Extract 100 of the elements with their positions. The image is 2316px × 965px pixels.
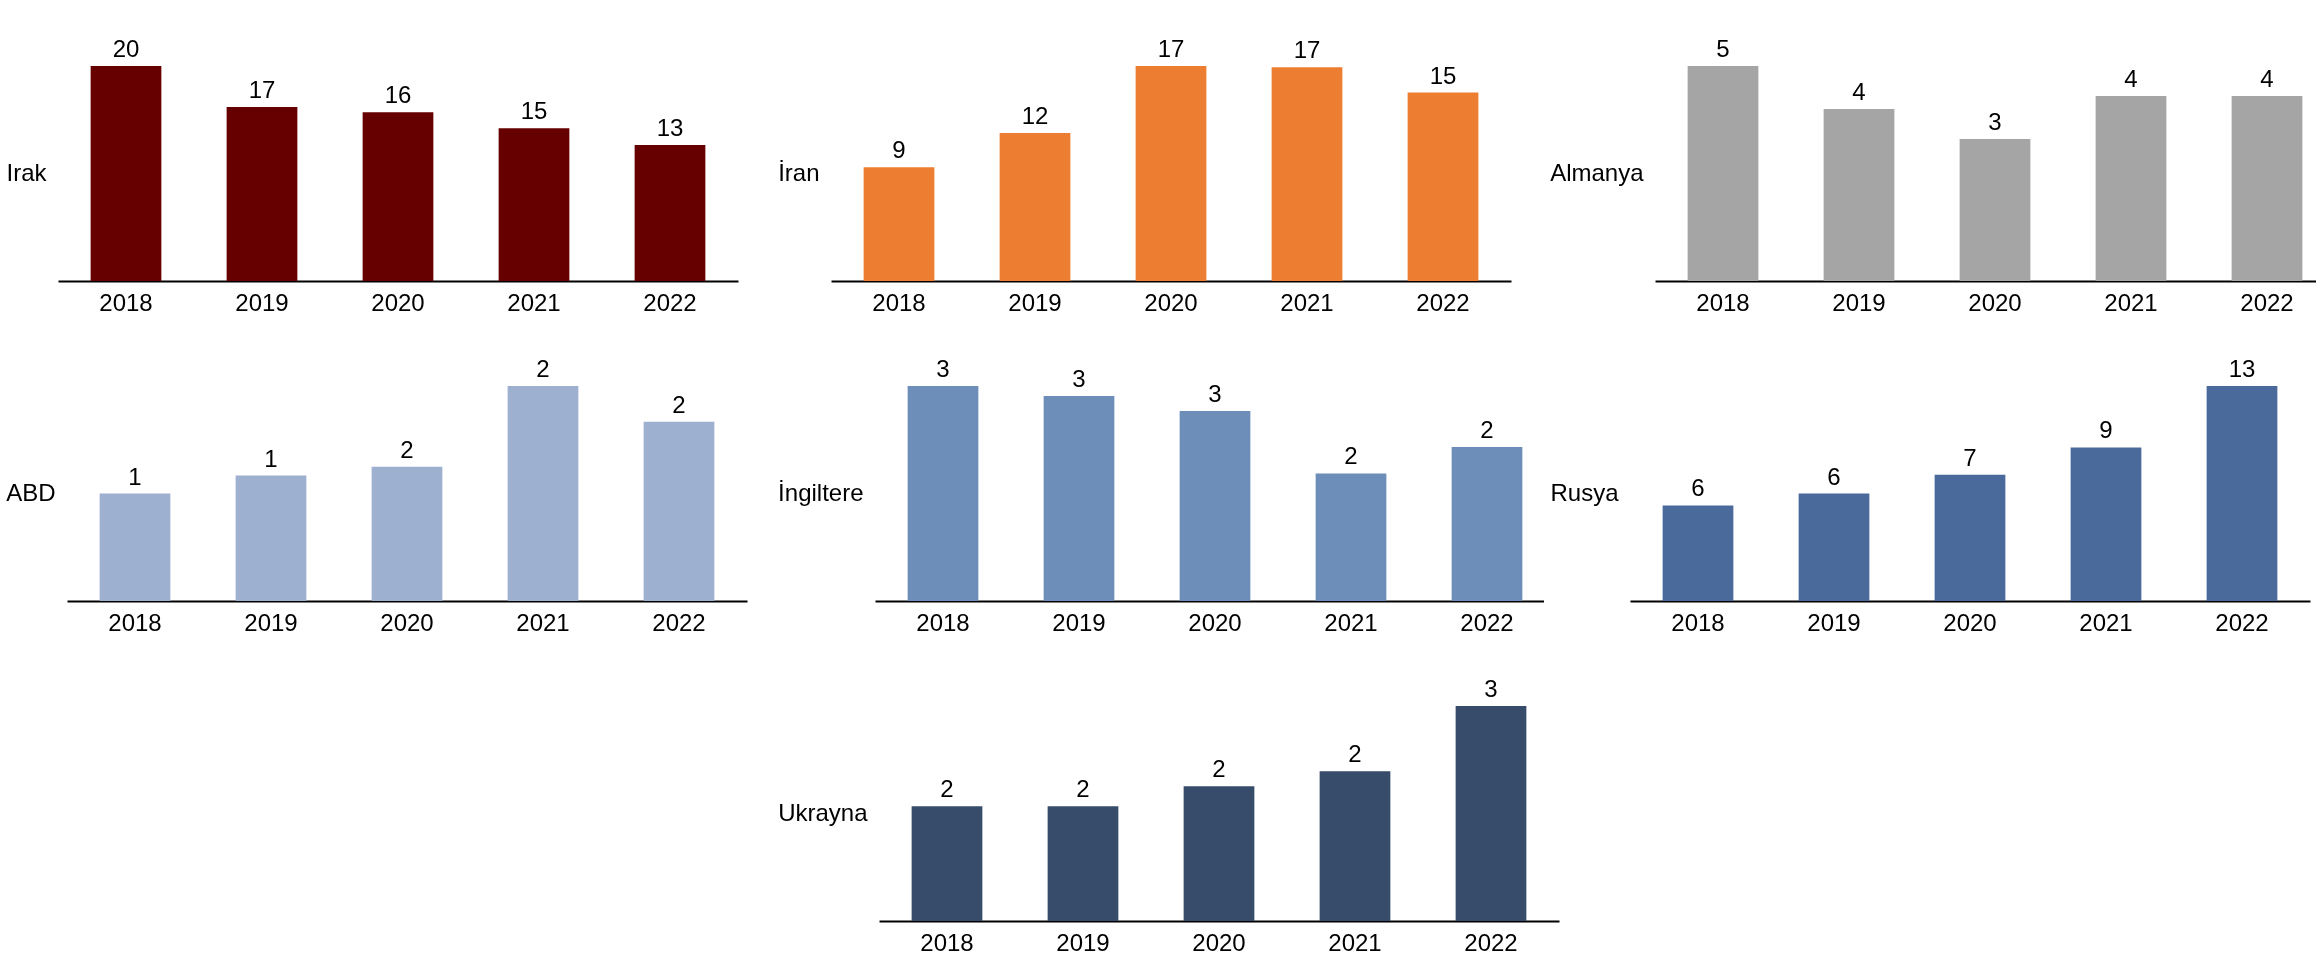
x-tick-label: 2020 — [1192, 928, 1246, 956]
data-label: 13 — [2228, 355, 2256, 382]
data-label: 17 — [1293, 36, 1321, 64]
y-axis-title: Ukrayna — [778, 799, 869, 826]
x-tick-label: 2020 — [1968, 288, 2022, 316]
x-tick-label: 2018 — [108, 608, 162, 636]
x-tick-label: 2019 — [244, 608, 298, 636]
bar — [1315, 473, 1387, 601]
data-label: 3 — [1988, 108, 2002, 136]
y-axis-title: İngiltere — [778, 479, 864, 506]
bar — [235, 475, 307, 601]
x-tick-label: 2020 — [1188, 608, 1242, 636]
data-label: 2 — [536, 355, 550, 382]
data-label: 3 — [936, 355, 950, 382]
bar — [90, 66, 162, 281]
x-tick-label: 2018 — [1696, 288, 1750, 316]
x-tick-label: 2018 — [1671, 608, 1725, 636]
data-label: 13 — [656, 114, 684, 142]
data-label: 2 — [1348, 740, 1362, 768]
bar — [1687, 66, 1759, 281]
data-label: 9 — [892, 136, 906, 164]
y-axis-title: Almanya — [1550, 159, 1645, 186]
x-tick-label: 2021 — [1324, 608, 1378, 636]
data-label: 12 — [1021, 102, 1049, 130]
bar — [1451, 446, 1523, 601]
data-label: 2 — [400, 435, 414, 463]
bar — [643, 421, 715, 601]
bar — [2231, 96, 2303, 281]
bar — [1047, 806, 1119, 921]
data-label: 17 — [1157, 35, 1185, 62]
bar — [2206, 386, 2278, 601]
bar — [2095, 96, 2167, 281]
x-tick-label: 2020 — [371, 288, 425, 316]
data-label: 2 — [940, 775, 954, 803]
bar — [226, 107, 298, 281]
bar — [1271, 67, 1343, 281]
x-tick-label: 2019 — [1832, 288, 1886, 316]
x-tick-label: 2022 — [652, 608, 706, 636]
data-label: 4 — [2260, 65, 2274, 93]
x-tick-label: 2019 — [1056, 928, 1110, 956]
x-tick-label: 2019 — [1052, 608, 1106, 636]
x-tick-label: 2022 — [1460, 608, 1514, 636]
data-label: 6 — [1691, 474, 1705, 502]
bar — [634, 145, 706, 281]
data-label: 7 — [1963, 443, 1977, 471]
bar — [1823, 109, 1895, 281]
data-label: 5 — [1716, 35, 1730, 62]
y-axis-title: Rusya — [1550, 479, 1620, 506]
y-axis-title: ABD — [6, 479, 56, 506]
data-label: 15 — [520, 97, 548, 125]
bar — [1319, 771, 1391, 921]
bar — [1183, 786, 1255, 921]
data-label: 9 — [2099, 416, 2113, 444]
data-label: 1 — [128, 462, 142, 490]
data-label: 1 — [264, 444, 278, 472]
bar — [99, 493, 171, 601]
bar — [1959, 139, 2031, 281]
data-label: 2 — [1480, 415, 1494, 443]
bar — [907, 386, 979, 601]
x-tick-label: 2021 — [1328, 928, 1382, 956]
bar — [1043, 396, 1115, 601]
bar — [1798, 493, 1870, 601]
x-tick-label: 2018 — [916, 608, 970, 636]
x-tick-label: 2018 — [99, 288, 153, 316]
bar — [1407, 92, 1479, 281]
x-tick-label: 2022 — [1416, 288, 1470, 316]
bar — [863, 167, 935, 281]
data-label: 16 — [384, 81, 412, 109]
data-label: 4 — [2124, 65, 2138, 93]
bar — [362, 112, 434, 281]
x-tick-label: 2021 — [516, 608, 570, 636]
bar — [371, 466, 443, 601]
bar — [999, 133, 1071, 281]
data-label: 3 — [1208, 380, 1222, 408]
x-tick-label: 2019 — [1807, 608, 1861, 636]
bar — [2070, 447, 2142, 601]
bar — [507, 386, 579, 601]
x-tick-label: 2020 — [380, 608, 434, 636]
data-label: 20 — [112, 35, 140, 62]
data-label: 4 — [1852, 78, 1866, 105]
data-label: 2 — [1076, 775, 1090, 803]
data-label: 6 — [1827, 462, 1841, 490]
x-tick-label: 2019 — [235, 288, 289, 316]
x-tick-label: 2021 — [2079, 608, 2133, 636]
data-label: 2 — [672, 390, 686, 418]
x-tick-label: 2021 — [507, 288, 561, 316]
y-axis-title: Irak — [6, 159, 48, 186]
x-tick-label: 2019 — [1008, 288, 1062, 316]
bar — [1455, 706, 1527, 921]
data-label: 3 — [1072, 365, 1086, 393]
data-label: 2 — [1344, 442, 1358, 470]
x-tick-label: 2022 — [1464, 928, 1518, 956]
data-label: 17 — [248, 76, 276, 104]
bar — [1179, 411, 1251, 601]
bar — [1135, 66, 1207, 281]
data-label: 2 — [1212, 755, 1226, 783]
x-tick-label: 2021 — [1280, 288, 1334, 316]
x-tick-label: 2021 — [2104, 288, 2158, 316]
bar — [911, 806, 983, 921]
bar — [1662, 505, 1734, 601]
